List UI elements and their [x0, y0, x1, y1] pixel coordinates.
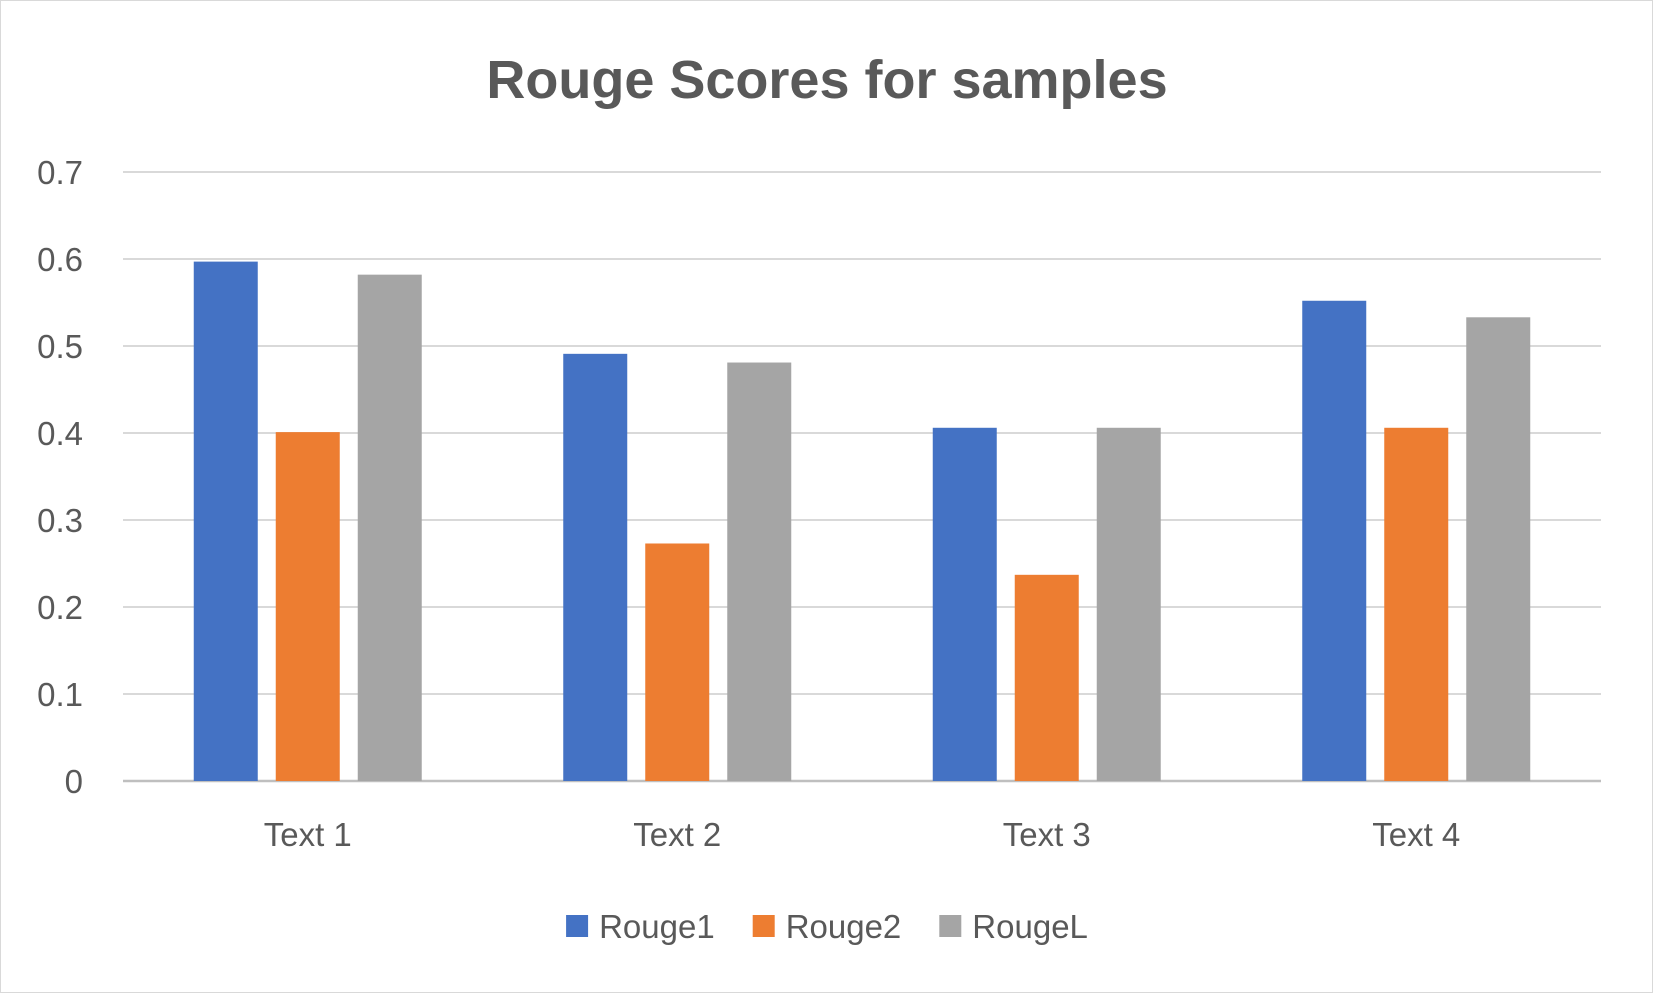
bar-rougel-text-4 [1466, 317, 1531, 781]
legend-label-rougel: RougeL [972, 908, 1088, 945]
legend-swatch-rouge1 [566, 915, 589, 937]
legend-label-rouge1: Rouge1 [599, 908, 715, 945]
bar-rouge1-text-2 [563, 353, 628, 781]
x-tick-label: Text 4 [1372, 816, 1460, 853]
chart-title: Rouge Scores for samples [486, 50, 1167, 110]
y-tick-label: 0.6 [37, 241, 83, 278]
bar-rouge1-text-4 [1302, 300, 1367, 781]
bar-rougel-text-1 [357, 274, 422, 781]
bar-rougel-text-2 [727, 362, 792, 781]
bars [193, 261, 1531, 781]
x-tick-label: Text 1 [264, 816, 352, 853]
y-tick-label: 0.5 [37, 328, 83, 365]
y-tick-label: 0.3 [37, 502, 83, 539]
y-tick-label: 0.1 [37, 676, 83, 713]
x-tick-label: Text 3 [1003, 816, 1091, 853]
bar-rouge2-text-4 [1384, 427, 1449, 781]
legend: Rouge1 Rouge2 RougeL [566, 908, 1088, 945]
y-tick-label: 0.4 [37, 415, 83, 452]
bar-rouge2-text-1 [275, 432, 340, 781]
x-axis-ticks: Text 1 Text 2 Text 3 Text 4 [264, 816, 1461, 853]
y-tick-label: 0 [65, 763, 83, 800]
legend-swatch-rougel [939, 915, 962, 937]
bar-rougel-text-3 [1096, 427, 1161, 781]
legend-label-rouge2: Rouge2 [786, 908, 902, 945]
y-tick-label: 0.2 [37, 589, 83, 626]
bar-rouge1-text-1 [193, 261, 258, 781]
bar-rouge1-text-3 [932, 427, 997, 781]
legend-swatch-rouge2 [752, 915, 775, 937]
y-axis-ticks: 0 0.1 0.2 0.3 0.4 0.5 0.6 0.7 [37, 154, 83, 800]
y-tick-label: 0.7 [37, 154, 83, 191]
x-tick-label: Text 2 [633, 816, 721, 853]
bar-rouge2-text-3 [1014, 574, 1079, 781]
gridlines [123, 171, 1601, 783]
bar-rouge2-text-2 [645, 543, 710, 781]
